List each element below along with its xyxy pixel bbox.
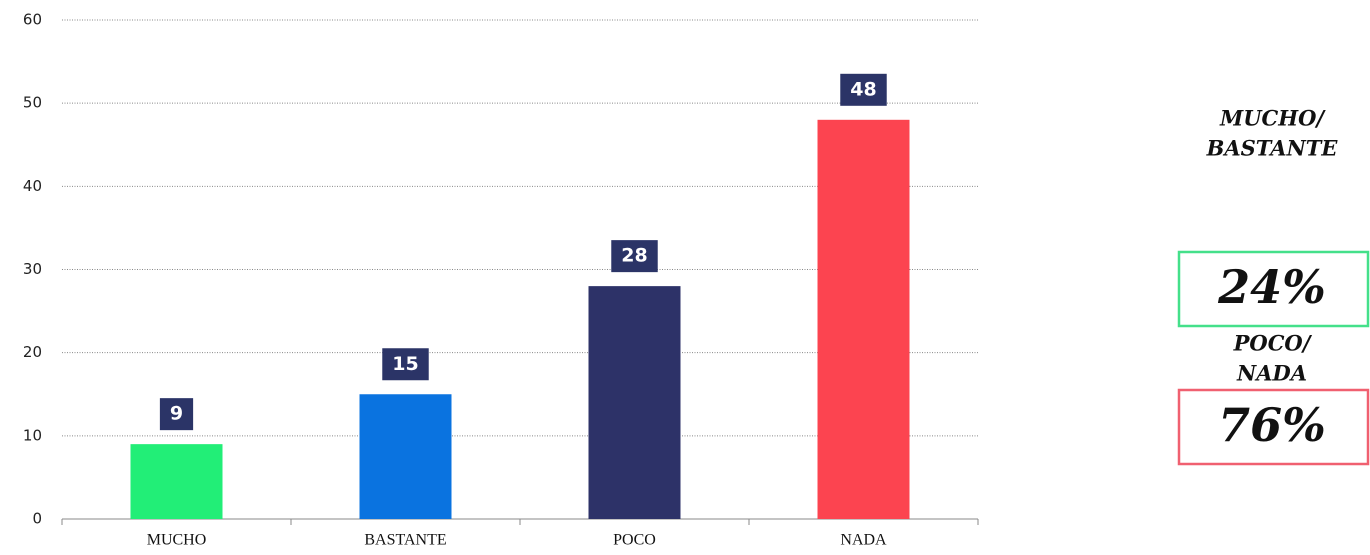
annotation-value: 76%	[1218, 398, 1326, 452]
bar	[359, 394, 452, 519]
annotation-text: BASTANTE	[1206, 136, 1339, 161]
data-label: 9	[170, 403, 183, 425]
annotation-text: NADA	[1236, 361, 1307, 386]
y-tick-label: 20	[23, 343, 42, 361]
y-tick-label: 60	[23, 11, 42, 29]
bar	[588, 286, 681, 519]
data-label-box	[382, 348, 429, 381]
data-label-box	[159, 398, 194, 431]
annotation-value: 24%	[1217, 260, 1326, 314]
y-tick-label: 10	[23, 426, 42, 444]
y-tick-label: 30	[23, 260, 42, 278]
annotation-box	[1177, 250, 1370, 328]
y-tick-label: 50	[23, 94, 42, 112]
y-tick-label: 40	[23, 177, 42, 195]
data-label: 15	[392, 353, 418, 375]
data-label-box	[840, 73, 887, 106]
y-tick-label: 0	[32, 510, 42, 528]
x-tick-label: NADA	[840, 532, 887, 549]
bar	[817, 119, 910, 520]
bar	[130, 444, 223, 519]
x-tick-label: MUCHO	[147, 532, 207, 549]
data-label: 28	[621, 245, 647, 267]
data-label: 48	[850, 78, 876, 100]
annotation-text: POCO/	[1233, 331, 1313, 356]
annotation-box	[1177, 388, 1370, 466]
annotation-text: MUCHO/	[1219, 106, 1326, 131]
x-tick-label: POCO	[613, 532, 656, 549]
data-label-box	[611, 240, 658, 273]
x-tick-label: BASTANTE	[364, 532, 446, 549]
